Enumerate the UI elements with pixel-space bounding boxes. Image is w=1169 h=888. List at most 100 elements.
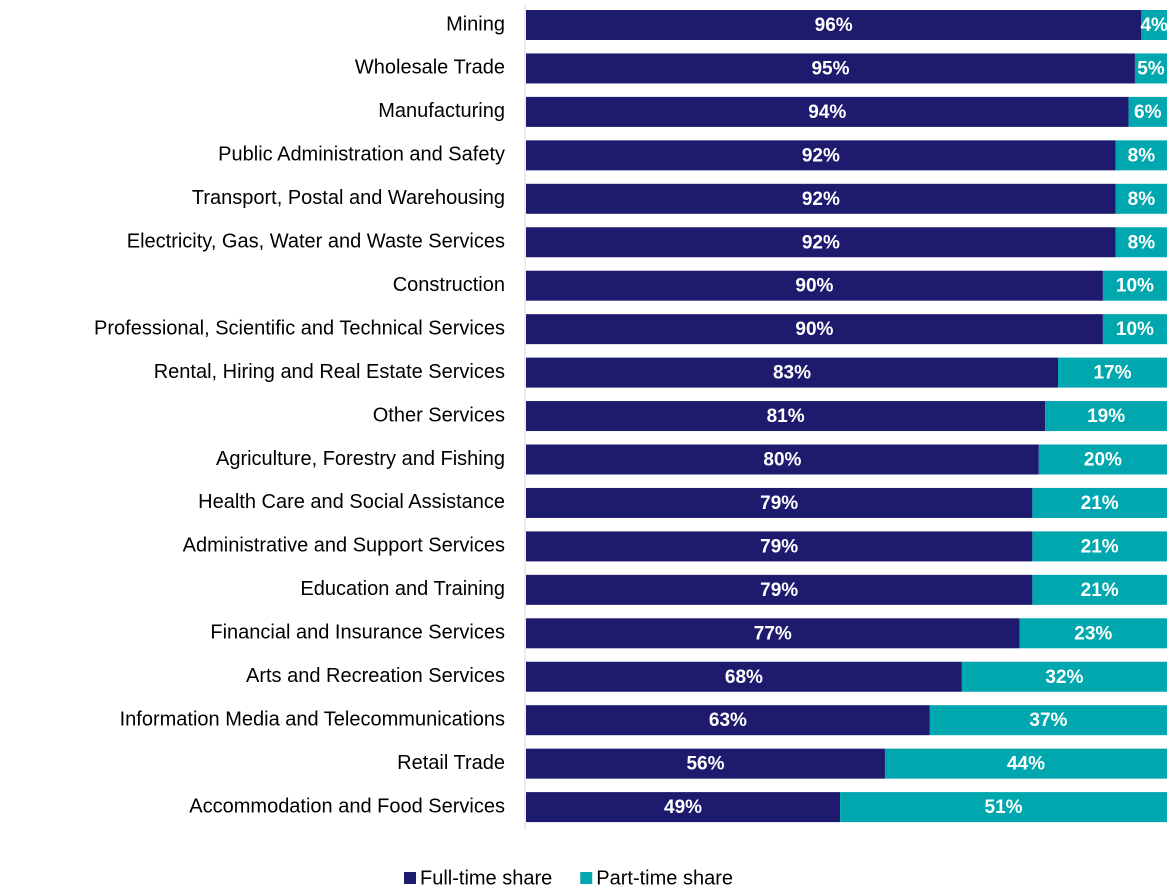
data-label: 96% [815, 15, 853, 36]
bar-segment [526, 792, 841, 823]
bar-segment [1115, 183, 1167, 214]
bar-segment [526, 53, 1135, 84]
category-label: Transport, Postal and Warehousing [192, 187, 505, 209]
data-label: 56% [686, 754, 724, 775]
data-label: 8% [1128, 232, 1156, 253]
data-label: 20% [1084, 450, 1122, 471]
bar-segment [929, 705, 1167, 736]
data-label: 21% [1081, 580, 1119, 601]
data-label: 94% [808, 102, 846, 123]
data-label: 51% [985, 797, 1023, 818]
bar-segment [526, 96, 1129, 127]
bar-segment [526, 357, 1059, 388]
bar-segment [526, 183, 1116, 214]
category-label: Financial and Insurance Services [210, 622, 505, 644]
category-label: Health Care and Social Assistance [198, 491, 505, 513]
data-label: 79% [760, 536, 798, 557]
bar-segment [526, 705, 930, 736]
category-label: Education and Training [300, 578, 505, 600]
legend-label: Part-time share [596, 867, 733, 888]
bar-segment [1102, 270, 1167, 301]
data-label: 17% [1093, 363, 1131, 384]
data-label: 95% [811, 58, 849, 79]
bar-segment [1045, 401, 1167, 432]
data-label: 10% [1116, 276, 1154, 297]
data-label: 90% [795, 319, 833, 340]
bar-segment [1115, 227, 1167, 258]
bar-segment [526, 401, 1046, 432]
category-label: Electricity, Gas, Water and Waste Servic… [127, 231, 505, 253]
data-label: 81% [767, 406, 805, 427]
data-label: 23% [1074, 623, 1112, 644]
bar-segment [1032, 531, 1167, 562]
data-label: 21% [1081, 536, 1119, 557]
data-label: 79% [760, 493, 798, 514]
category-label: Mining [446, 13, 505, 35]
bar-segment [884, 748, 1167, 779]
category-label: Information Media and Telecommunications [120, 708, 505, 730]
data-label: 10% [1116, 319, 1154, 340]
data-label: 77% [754, 623, 792, 644]
data-label: 19% [1087, 406, 1125, 427]
bar-segment [1032, 487, 1167, 518]
bar-segment [1102, 314, 1167, 345]
data-label: 44% [1007, 754, 1045, 775]
bar-segment [526, 748, 885, 779]
data-label: 5% [1137, 58, 1165, 79]
bar-segment [526, 314, 1103, 345]
category-label: Professional, Scientific and Technical S… [94, 317, 505, 339]
data-label: 80% [763, 450, 801, 471]
category-label: Accommodation and Food Services [189, 795, 505, 817]
bar-segment [840, 792, 1167, 823]
data-label: 49% [664, 797, 702, 818]
data-label: 21% [1081, 493, 1119, 514]
bar-segment [1019, 618, 1167, 649]
bar-segment [526, 618, 1020, 649]
data-label: 92% [802, 189, 840, 210]
data-label: 37% [1029, 710, 1067, 731]
bar-segment [1134, 53, 1167, 84]
legend-swatch [580, 872, 593, 884]
data-label: 83% [773, 363, 811, 384]
data-label: 8% [1128, 145, 1156, 166]
data-label: 90% [795, 276, 833, 297]
category-label: Construction [393, 274, 505, 296]
category-label: Administrative and Support Services [183, 535, 505, 557]
bar-segment [961, 661, 1167, 692]
category-label: Agriculture, Forestry and Fishing [216, 448, 505, 470]
data-label: 6% [1134, 102, 1162, 123]
bar-segment [526, 140, 1116, 171]
category-label: Other Services [373, 404, 505, 426]
data-label: 32% [1045, 667, 1083, 688]
data-label: 4% [1140, 15, 1168, 36]
legend-swatch [404, 872, 416, 884]
data-label: 8% [1128, 189, 1156, 210]
data-label: 68% [725, 667, 763, 688]
bar-segment [526, 444, 1039, 475]
category-label: Arts and Recreation Services [246, 665, 505, 687]
category-label: Rental, Hiring and Real Estate Services [154, 361, 505, 383]
category-label: Manufacturing [378, 100, 505, 122]
bar-segment [1115, 140, 1167, 171]
bar-segment [526, 270, 1103, 301]
category-label: Wholesale Trade [355, 57, 505, 79]
data-label: 92% [802, 145, 840, 166]
bar-segment [1058, 357, 1167, 388]
data-label: 92% [802, 232, 840, 253]
bar-segment [526, 487, 1033, 518]
bar-segment [526, 227, 1116, 258]
category-label: Public Administration and Safety [218, 144, 505, 166]
bar-segment [526, 574, 1033, 605]
data-label: 63% [709, 710, 747, 731]
bar-segment [526, 10, 1142, 40]
bar-segment [1141, 10, 1167, 40]
bar-segment [526, 531, 1033, 562]
legend-label: Full-time share [420, 867, 552, 888]
bar-segment [1038, 444, 1167, 475]
bar-segment [526, 661, 962, 692]
bar-segment [1032, 574, 1167, 605]
bar-segment [1128, 96, 1167, 127]
category-label: Retail Trade [397, 752, 505, 774]
data-label: 79% [760, 580, 798, 601]
